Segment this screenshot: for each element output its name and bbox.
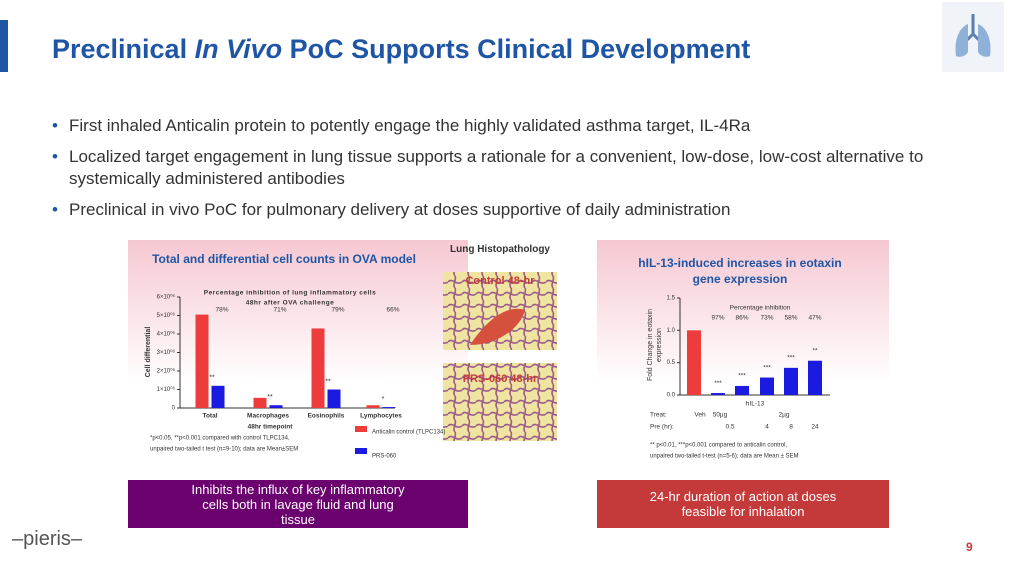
y-tick-label: 6×10⁰⁶ xyxy=(157,294,176,301)
bullet-list: First inhaled Anticalin protein to poten… xyxy=(52,115,932,230)
y-tick-label: 0.5 xyxy=(667,360,676,366)
x-tick-label: Total xyxy=(202,413,217,420)
percent-label: 86% xyxy=(735,315,748,322)
percent-label: 79% xyxy=(331,307,344,314)
chart-title: Percentage inhibition of lung inflammato… xyxy=(204,290,376,297)
bar xyxy=(735,385,749,395)
bar xyxy=(269,405,283,408)
logo-text: pieris xyxy=(23,528,71,550)
bar xyxy=(211,385,225,408)
bar xyxy=(687,330,701,395)
x-axis-label: hIL-13 xyxy=(746,401,765,408)
pre-label: 24 xyxy=(811,424,819,431)
y-tick-label: 4×10⁰⁶ xyxy=(157,331,176,338)
percent-label: 47% xyxy=(808,315,821,322)
bar xyxy=(784,367,798,395)
pre-label: 0.5 xyxy=(725,424,734,431)
y-tick-label: 5×10⁰⁶ xyxy=(157,312,176,319)
y-tick-label: 0.0 xyxy=(667,393,676,399)
significance: ** xyxy=(209,375,215,382)
bar xyxy=(808,360,822,395)
bar xyxy=(366,405,380,408)
row-label: Treat: xyxy=(650,412,667,419)
significance: *** xyxy=(787,355,795,362)
pre-label: 8 xyxy=(789,424,793,431)
significance: *** xyxy=(738,373,746,380)
significance: *** xyxy=(714,380,722,387)
legend-swatch xyxy=(355,448,367,454)
vessel xyxy=(470,308,525,345)
bar xyxy=(760,377,774,395)
y-tick-label: 1.5 xyxy=(667,296,676,302)
footnote: *p<0.05, **p<0.001 compared with control… xyxy=(150,436,290,442)
bar xyxy=(253,397,267,408)
title-italic: In Vivo xyxy=(194,34,283,64)
bullet: First inhaled Anticalin protein to poten… xyxy=(52,115,932,137)
y-axis-label: Cell differential xyxy=(145,327,152,378)
treat-label: 2µg xyxy=(779,412,790,419)
significance: ** xyxy=(812,347,818,354)
significance: ** xyxy=(267,394,273,401)
y-tick-label: 2×10⁰⁶ xyxy=(157,368,176,375)
title-text: Preclinical xyxy=(52,34,195,64)
percent-label: 71% xyxy=(273,307,286,314)
y-tick-label: 1.0 xyxy=(667,328,676,334)
accent-bar xyxy=(0,20,8,72)
legend-label: PRS-060 xyxy=(372,454,397,460)
bullet: Localized target engagement in lung tiss… xyxy=(52,146,932,190)
x-tick-label: Macrophages xyxy=(247,413,289,420)
legend-swatch xyxy=(355,426,367,432)
y-tick-label: 3×10⁰⁶ xyxy=(157,349,176,356)
treat-label: Veh xyxy=(694,412,706,419)
histology-label: Control 48-hr xyxy=(465,275,535,287)
percent-label: 73% xyxy=(760,315,773,322)
chart-title: Percentage inhibition xyxy=(730,305,791,312)
percent-label: 78% xyxy=(215,307,228,314)
bar xyxy=(311,328,325,408)
percent-label: 58% xyxy=(784,315,797,322)
significance: * xyxy=(382,396,385,403)
legend-label: Anticalin control (TLPC134) xyxy=(372,430,445,436)
row-label: Pre (hr): xyxy=(650,424,674,431)
y-axis-label: Fold Change in eotaxin xyxy=(647,309,654,381)
histology-title: Lung Histopathology xyxy=(450,244,550,255)
footnote: unpaired two-tailed t test (n=9-10); dat… xyxy=(150,447,298,453)
left-heading: Total and differential cell counts in OV… xyxy=(152,252,416,266)
treat-label: 50µg xyxy=(713,412,728,419)
page-number: 9 xyxy=(966,540,973,554)
chart-title: 48hr after OVA challenge xyxy=(246,300,335,307)
footnote: ** p<0.01, ***p<0.001 compared to antica… xyxy=(650,443,787,449)
right-panel xyxy=(597,240,889,480)
x-axis-label: 48hr timepoint xyxy=(248,424,294,431)
y-tick-label: 1×10⁰⁶ xyxy=(157,386,176,393)
y-axis-label: expression xyxy=(656,328,663,362)
significance: *** xyxy=(763,364,771,371)
left-panel xyxy=(128,240,468,480)
bar xyxy=(711,393,725,395)
bar xyxy=(327,389,341,408)
percent-label: 97% xyxy=(711,315,724,322)
logo: –pieris– xyxy=(12,528,83,550)
pre-label: 4 xyxy=(765,424,769,431)
histology-image xyxy=(443,363,557,441)
y-tick-label: 0 xyxy=(172,406,176,412)
histology-label: PRS-060 48-hr xyxy=(463,373,538,385)
left-caption: Inhibits the influx of key inflammatory … xyxy=(128,480,468,528)
bullet: Preclinical in vivo PoC for pulmonary de… xyxy=(52,199,932,221)
footnote: unpaired two-tailed t-test (n=5-6); data… xyxy=(650,454,799,460)
lung-icon xyxy=(942,2,1004,72)
title-text: PoC Supports Clinical Development xyxy=(282,34,751,64)
percent-label: 66% xyxy=(386,307,399,314)
bar xyxy=(195,314,209,408)
x-tick-label: Eosinophils xyxy=(308,413,345,420)
bar xyxy=(382,407,396,408)
significance: ** xyxy=(325,378,331,385)
x-tick-label: Lymphocytes xyxy=(360,413,402,420)
right-caption: 24-hr duration of action at doses feasib… xyxy=(597,480,889,528)
slide-title: Preclinical In Vivo PoC Supports Clinica… xyxy=(52,34,750,65)
right-heading: hIL-13-induced increases in eotaxin gene… xyxy=(638,256,842,286)
